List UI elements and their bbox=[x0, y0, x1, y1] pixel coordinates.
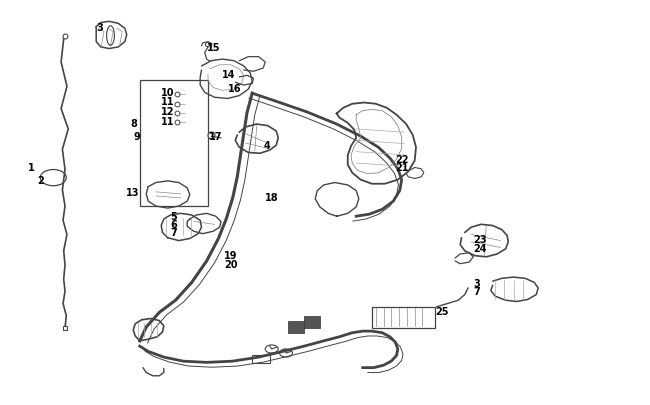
Text: 21: 21 bbox=[395, 163, 409, 173]
Text: 18: 18 bbox=[265, 193, 279, 202]
Text: 15: 15 bbox=[207, 43, 220, 53]
Text: 3: 3 bbox=[473, 279, 480, 288]
Text: 2: 2 bbox=[38, 175, 44, 185]
Text: 11: 11 bbox=[161, 117, 175, 126]
Text: 14: 14 bbox=[222, 70, 236, 80]
Text: 7: 7 bbox=[170, 228, 177, 238]
Text: 11: 11 bbox=[161, 97, 175, 107]
Text: 6: 6 bbox=[170, 220, 177, 230]
Text: 16: 16 bbox=[227, 84, 241, 94]
Text: 20: 20 bbox=[224, 259, 238, 269]
Text: 10: 10 bbox=[161, 87, 175, 97]
Text: 12: 12 bbox=[161, 107, 175, 117]
Text: 3: 3 bbox=[96, 23, 103, 32]
Bar bbox=[372, 307, 436, 328]
Text: 5: 5 bbox=[170, 212, 177, 222]
Text: 7: 7 bbox=[473, 287, 480, 296]
Text: 8: 8 bbox=[130, 119, 137, 128]
Bar bbox=[304, 316, 320, 328]
Text: 19: 19 bbox=[224, 250, 238, 260]
Bar bbox=[288, 321, 304, 333]
Text: 22: 22 bbox=[395, 154, 409, 164]
Text: 25: 25 bbox=[436, 306, 449, 316]
Text: 17: 17 bbox=[209, 132, 223, 142]
Text: 4: 4 bbox=[263, 141, 270, 151]
Text: 23: 23 bbox=[473, 235, 487, 245]
Text: 13: 13 bbox=[125, 188, 139, 197]
Bar bbox=[252, 356, 270, 363]
Bar bbox=[140, 81, 208, 207]
Text: 9: 9 bbox=[133, 132, 140, 142]
Text: 1: 1 bbox=[28, 163, 34, 173]
Text: 24: 24 bbox=[473, 244, 487, 254]
